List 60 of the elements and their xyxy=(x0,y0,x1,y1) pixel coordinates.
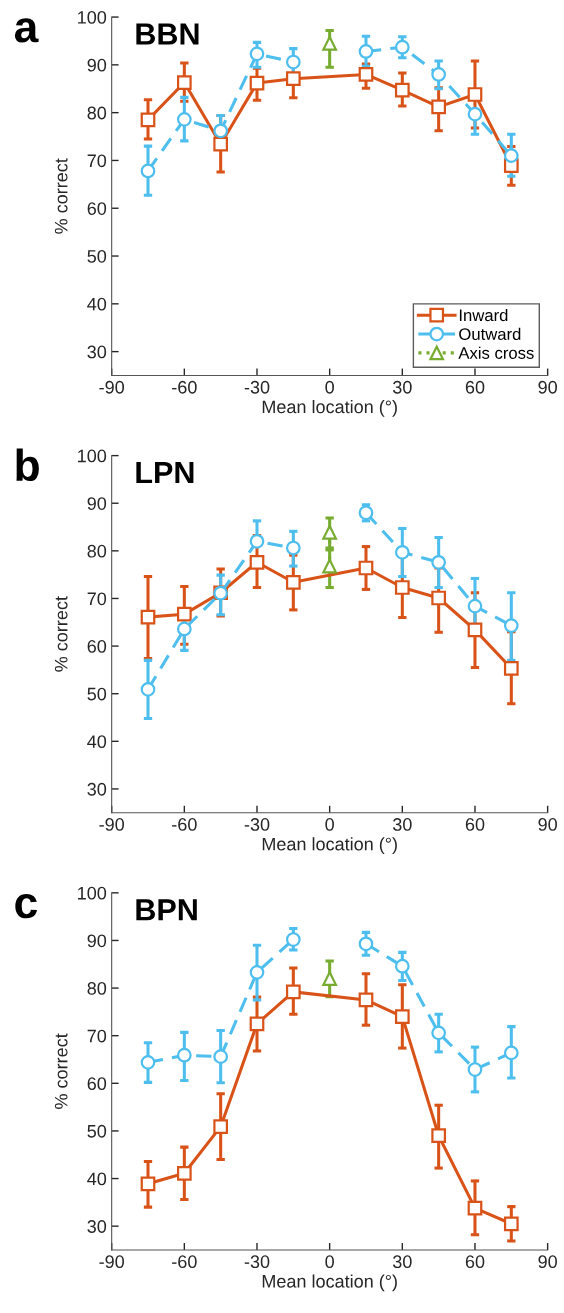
x-tick-label: 0 xyxy=(325,380,334,394)
x-tick-label: -90 xyxy=(99,380,125,394)
x-tick-label: -90 xyxy=(99,1255,125,1269)
y-tick-label: 30 xyxy=(87,1220,107,1233)
legend-label: Axis cross xyxy=(458,346,534,359)
y-tick-label: 80 xyxy=(87,106,107,120)
y-tick-label: 80 xyxy=(87,982,107,995)
x-tick-label: -60 xyxy=(172,1255,197,1269)
y-tick-label: 60 xyxy=(87,1077,107,1091)
chart-title: BPN xyxy=(136,899,197,921)
x-tick-label: 0 xyxy=(325,818,334,831)
x-axis-title: Mean location (°) xyxy=(262,837,397,855)
y-tick-label: 90 xyxy=(87,58,107,72)
text: c xyxy=(15,893,37,919)
x-tick-label: 60 xyxy=(465,1255,485,1269)
text: b xyxy=(16,448,39,482)
y-tick-label: 40 xyxy=(87,1172,107,1186)
y-tick-label: 70 xyxy=(87,1029,107,1043)
x-tick-label: 60 xyxy=(465,818,485,831)
y-tick-label: 40 xyxy=(87,297,107,311)
x-tick-label: 90 xyxy=(538,1255,557,1269)
y-tick-label: 60 xyxy=(87,640,107,653)
y-tick-label: 100 xyxy=(78,11,107,24)
y-tick-label: 30 xyxy=(87,782,107,796)
y-axis-title: % correct xyxy=(54,1033,68,1109)
x-tick-label: 0 xyxy=(325,1255,334,1269)
chart-title: BBN xyxy=(136,23,199,45)
y-axis-title: % correct xyxy=(54,158,68,234)
x-tick-label: 90 xyxy=(538,818,557,831)
y-tick-label: 50 xyxy=(87,1124,107,1138)
y-axis-title: % correct xyxy=(54,596,68,672)
x-tick-label: 30 xyxy=(392,380,412,394)
y-tick-label: 30 xyxy=(87,345,107,359)
y-tick-label: 60 xyxy=(87,202,107,215)
legend-label: Inward xyxy=(459,308,508,322)
y-tick-label: 90 xyxy=(87,497,107,510)
text: a xyxy=(14,18,39,43)
x-tick-label: 90 xyxy=(538,380,557,394)
x-tick-label: -30 xyxy=(244,1255,270,1269)
y-tick-label: 100 xyxy=(78,449,107,463)
y-tick-label: 40 xyxy=(87,735,107,749)
legend-label: Outward xyxy=(459,327,521,341)
x-tick-label: -90 xyxy=(99,818,125,831)
y-tick-label: 50 xyxy=(87,687,107,701)
x-tick-label: -30 xyxy=(244,818,270,831)
y-tick-label: 70 xyxy=(87,592,107,606)
y-tick-label: 80 xyxy=(87,544,107,558)
y-tick-label: 100 xyxy=(78,886,107,900)
x-axis-title: Mean location (°) xyxy=(262,1274,397,1292)
y-tick-label: 90 xyxy=(87,934,107,948)
x-tick-label: 30 xyxy=(392,1255,412,1269)
y-tick-label: 50 xyxy=(87,249,107,263)
x-tick-label: 60 xyxy=(465,380,485,394)
y-tick-label: 70 xyxy=(87,154,107,168)
x-axis-title: Mean location (°) xyxy=(262,399,397,417)
x-tick-label: -60 xyxy=(172,818,197,831)
x-tick-label: -60 xyxy=(172,380,197,394)
chart-title: LPN xyxy=(136,462,194,484)
x-tick-label: -30 xyxy=(244,380,270,394)
x-tick-label: 30 xyxy=(392,818,412,831)
